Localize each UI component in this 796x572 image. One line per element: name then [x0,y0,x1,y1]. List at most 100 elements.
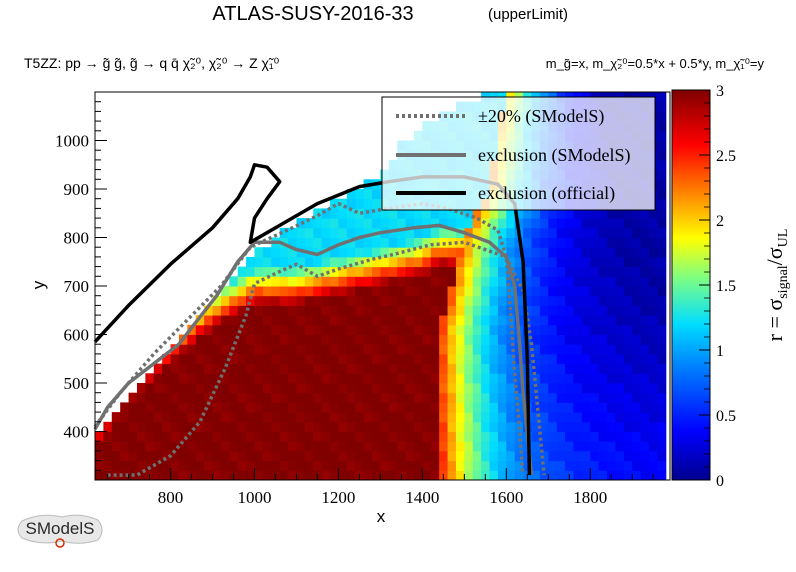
heatmap-cell [640,227,650,238]
heatmap-cell [548,286,558,297]
heatmap-cell [514,392,524,403]
heatmap-cell [506,218,516,229]
heatmap-cell [640,421,650,432]
heatmap-cell [162,431,172,442]
heatmap-cell [539,392,549,403]
heatmap-cell [556,218,566,229]
heatmap-cell [590,392,600,403]
heatmap-cell [313,412,323,423]
heatmap-cell [338,470,348,481]
heatmap-cell [170,460,180,471]
heatmap-cell [380,256,390,268]
heatmap-cell [539,334,549,345]
heatmap-cell [464,363,474,374]
heatmap-cell [162,392,172,403]
heatmap-cell [607,353,616,365]
heatmap-cell [607,256,616,268]
heatmap-cell [598,470,608,481]
heatmap-cell [304,266,314,277]
heatmap-cell [649,208,658,219]
heatmap-cell [355,305,365,316]
heatmap-cell [531,450,541,462]
heatmap-cell [590,324,600,335]
heatmap-cell [531,412,541,423]
x-tick-label: 1000 [237,488,271,507]
heatmap-cell [565,353,574,365]
heatmap-cell [388,353,398,365]
heatmap-cell [523,247,532,258]
heatmap-cell [313,218,323,229]
heatmap-cell [607,218,616,229]
heatmap-cell [178,373,188,384]
heatmap-cell [573,218,583,229]
heatmap-cell [237,276,247,287]
heatmap-cell [573,305,583,316]
heatmap-cell [632,470,642,481]
heatmap-cell [220,392,230,403]
heatmap-cell [388,450,398,462]
colorbar-tick-label: 0.5 [716,408,736,425]
heatmap-cell [254,363,264,374]
heatmap-cell [220,383,230,394]
heatmap-cell [455,383,465,394]
heatmap-cell [405,363,415,374]
heatmap-cell [346,295,356,306]
heatmap-cell [229,450,239,462]
heatmap-cell [573,353,583,365]
heatmap-cell [422,208,432,219]
heatmap-cell [279,470,289,481]
heatmap-cell [279,266,289,277]
heatmap-cell [548,218,558,229]
heatmap-cell [489,324,499,335]
heatmap-cell [153,392,163,403]
heatmap-cell [539,383,549,394]
heatmap-cell [103,441,113,452]
heatmap-cell [372,383,381,394]
heatmap-cell [380,276,390,287]
heatmap-cell [380,470,390,481]
heatmap-cell [195,373,205,384]
heatmap-cell [330,334,339,345]
heatmap-cell [615,334,625,345]
heatmap-cell [598,363,608,374]
heatmap-cell [649,286,658,297]
x-tick-label: 1800 [573,488,607,507]
heatmap-cell [372,198,381,209]
heatmap-cell [262,383,272,394]
heatmap-cell [380,315,390,326]
heatmap-cell [649,334,658,345]
heatmap-cell [103,450,113,462]
heatmap-cell [422,373,432,384]
heatmap-cell [380,421,390,432]
heatmap-cell [178,450,188,462]
heatmap-cell [380,460,390,471]
heatmap-cell [187,392,197,403]
heatmap-cell [346,353,356,365]
heatmap-cell [447,324,457,335]
heatmap-cell [497,470,507,481]
heatmap-cell [565,421,574,432]
heatmap-cell [573,402,583,413]
heatmap-cell [598,412,608,423]
heatmap-cell [548,256,558,268]
heatmap-cell [271,402,281,413]
heatmap-cell [539,256,549,268]
heatmap-cell [607,344,616,355]
heatmap-cell [355,198,365,209]
heatmap-cell [615,383,625,394]
heatmap-cell [657,286,667,297]
heatmap-cell [405,247,415,258]
heatmap-cell [497,276,507,287]
heatmap-cell [355,412,365,423]
heatmap-cell [288,363,297,374]
heatmap-cell [204,373,214,384]
heatmap-cell [313,324,323,335]
heatmap-cell [422,383,432,394]
heatmap-cell [388,470,398,481]
heatmap-cell [346,470,356,481]
heatmap-cell [422,421,432,432]
heatmap-cell [346,460,356,471]
heatmap-cell [489,237,499,248]
heatmap-cell [346,334,356,345]
heatmap-cell [338,227,348,238]
